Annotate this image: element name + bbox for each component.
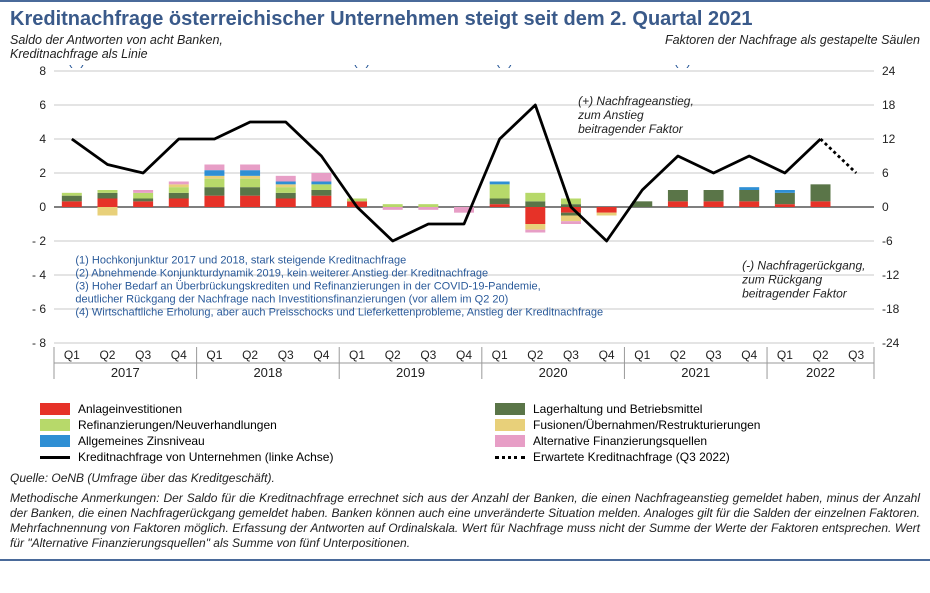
svg-text:Q4: Q4	[171, 348, 187, 362]
svg-text:- 8: - 8	[32, 336, 46, 350]
svg-text:- 4: - 4	[32, 268, 46, 282]
svg-text:(1): (1)	[68, 65, 85, 68]
svg-text:(3) Hoher Bedarf an Überbrücku: (3) Hoher Bedarf an Überbrückungskredite…	[75, 281, 540, 293]
svg-text:Q2: Q2	[670, 348, 686, 362]
svg-text:18: 18	[882, 98, 896, 112]
svg-text:beitragender Faktor: beitragender Faktor	[742, 286, 848, 300]
svg-text:(+) Nachfrageanstieg,: (+) Nachfrageanstieg,	[578, 94, 694, 108]
svg-text:2021: 2021	[681, 365, 710, 380]
svg-text:zum Anstieg: zum Anstieg	[577, 108, 644, 122]
legend-item: Kreditnachfrage von Unternehmen (linke A…	[10, 449, 465, 465]
legend-swatch	[495, 419, 525, 431]
svg-text:Q3: Q3	[848, 348, 864, 362]
subtitle-right: Faktoren der Nachfrage als gestapelte Sä…	[665, 33, 920, 61]
svg-text:(-) Nachfragerückgang,: (-) Nachfragerückgang,	[742, 258, 865, 272]
svg-text:2: 2	[39, 166, 46, 180]
legend-swatch	[495, 456, 525, 459]
svg-text:2018: 2018	[253, 365, 282, 380]
svg-text:Q3: Q3	[563, 348, 579, 362]
legend-item: Refinanzierungen/Neuverhandlungen	[10, 417, 465, 433]
svg-text:6: 6	[882, 166, 889, 180]
svg-text:Q2: Q2	[242, 348, 258, 362]
svg-text:4: 4	[39, 132, 46, 146]
svg-text:-6: -6	[882, 234, 893, 248]
svg-text:zum Rückgang: zum Rückgang	[741, 272, 822, 286]
svg-text:Q4: Q4	[599, 348, 615, 362]
subtitle-row: Saldo der Antworten von acht Banken, Kre…	[10, 33, 920, 61]
svg-text:(1) Hochkonjunktur 2017 und 20: (1) Hochkonjunktur 2017 und 2018, stark …	[75, 255, 406, 267]
legend-label: Erwartete Kreditnachfrage (Q3 2022)	[533, 450, 730, 464]
legend-swatch	[40, 403, 70, 415]
svg-text:Q3: Q3	[135, 348, 151, 362]
svg-text:Q1: Q1	[634, 348, 650, 362]
svg-text:0: 0	[39, 200, 46, 214]
svg-text:2019: 2019	[396, 365, 425, 380]
svg-text:-18: -18	[882, 302, 900, 316]
chart-frame: { "title":"Kreditnachfrage österreichisc…	[0, 0, 930, 561]
legend-item: Alternative Finanzierungsquellen	[465, 433, 920, 449]
svg-text:beitragender Faktor: beitragender Faktor	[578, 122, 684, 136]
svg-text:deutlicher Rückgang der Nachfr: deutlicher Rückgang der Nachfrage nach I…	[75, 294, 508, 306]
legend-item: Allgemeines Zinsniveau	[10, 433, 465, 449]
legend-label: Kreditnachfrage von Unternehmen (linke A…	[78, 450, 333, 464]
legend-label: Refinanzierungen/Neuverhandlungen	[78, 418, 277, 432]
svg-text:- 6: - 6	[32, 302, 46, 316]
svg-text:Q1: Q1	[206, 348, 222, 362]
legend-label: Lagerhaltung und Betriebsmittel	[533, 402, 702, 416]
svg-text:-12: -12	[882, 268, 900, 282]
svg-text:(2) Abnehmende Konjunkturdynam: (2) Abnehmende Konjunkturdynamik 2019, k…	[75, 268, 488, 280]
svg-text:2017: 2017	[111, 365, 140, 380]
legend: Anlageinvestitionen Lagerhaltung und Betr…	[10, 401, 920, 465]
svg-text:(2): (2)	[353, 65, 370, 68]
svg-text:Q4: Q4	[456, 348, 472, 362]
legend-swatch	[40, 435, 70, 447]
chart-svg: - 8- 6- 4- 202468-24-18-12-606121824(1) …	[10, 65, 918, 397]
svg-text:Q1: Q1	[64, 348, 80, 362]
svg-text:- 2: - 2	[32, 234, 46, 248]
svg-text:Q3: Q3	[420, 348, 436, 362]
svg-text:Q2: Q2	[527, 348, 543, 362]
legend-item: Lagerhaltung und Betriebsmittel	[465, 401, 920, 417]
svg-text:12: 12	[882, 132, 896, 146]
subtitle-left-line2: Kreditnachfrage als Linie	[10, 47, 148, 61]
svg-text:Q4: Q4	[741, 348, 757, 362]
legend-label: Allgemeines Zinsniveau	[78, 434, 205, 448]
svg-text:Q1: Q1	[492, 348, 508, 362]
svg-text:(4): (4)	[674, 65, 691, 68]
svg-text:Q3: Q3	[278, 348, 294, 362]
legend-swatch	[40, 419, 70, 431]
svg-text:Q1: Q1	[349, 348, 365, 362]
svg-text:2020: 2020	[539, 365, 568, 380]
subtitle-left: Saldo der Antworten von acht Banken, Kre…	[10, 33, 223, 61]
svg-text:8: 8	[39, 65, 46, 78]
legend-label: Anlageinvestitionen	[78, 402, 182, 416]
svg-text:0: 0	[882, 200, 889, 214]
legend-item: Anlageinvestitionen	[10, 401, 465, 417]
legend-item: Erwartete Kreditnachfrage (Q3 2022)	[465, 449, 920, 465]
legend-swatch	[40, 456, 70, 459]
legend-label: Alternative Finanzierungsquellen	[533, 434, 707, 448]
svg-text:Q2: Q2	[99, 348, 115, 362]
svg-text:Q2: Q2	[385, 348, 401, 362]
svg-text:Q4: Q4	[313, 348, 329, 362]
svg-text:Q2: Q2	[813, 348, 829, 362]
svg-text:6: 6	[39, 98, 46, 112]
svg-text:(4) Wirtschaftliche Erholung,: (4) Wirtschaftliche Erholung, aber auch …	[75, 307, 603, 319]
svg-text:2022: 2022	[806, 365, 835, 380]
legend-swatch	[495, 435, 525, 447]
svg-text:(3): (3)	[496, 65, 513, 68]
methods-note: Methodische Anmerkungen: Der Saldo für d…	[10, 491, 920, 551]
legend-item: Fusionen/Übernahmen/Restrukturierungen	[465, 417, 920, 433]
legend-label: Fusionen/Übernahmen/Restrukturierungen	[533, 418, 760, 432]
svg-text:24: 24	[882, 65, 896, 78]
subtitle-left-line1: Saldo der Antworten von acht Banken,	[10, 33, 223, 47]
chart-title: Kreditnachfrage österreichischer Unterne…	[10, 8, 920, 31]
svg-text:-24: -24	[882, 336, 900, 350]
legend-swatch	[495, 403, 525, 415]
svg-text:Q3: Q3	[706, 348, 722, 362]
source-note: Quelle: OeNB (Umfrage über das Kreditges…	[10, 471, 920, 485]
svg-text:Q1: Q1	[777, 348, 793, 362]
